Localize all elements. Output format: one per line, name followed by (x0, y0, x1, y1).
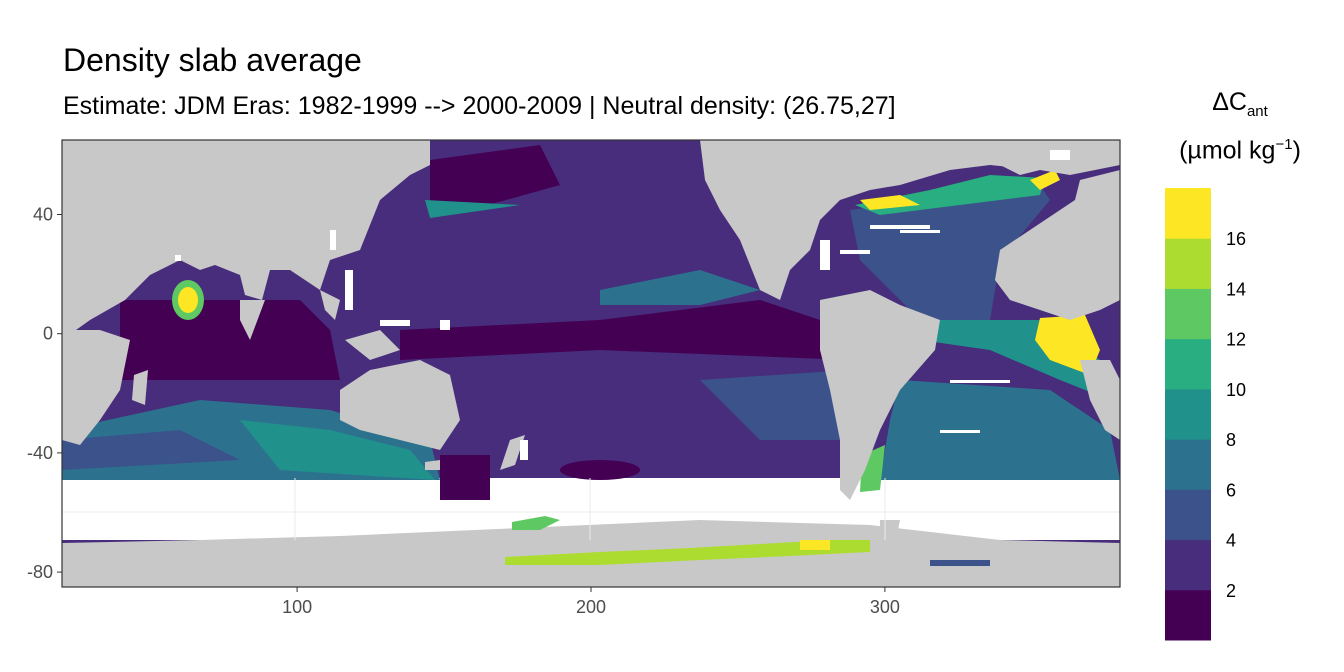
legend-unit-suffix: ) (1292, 136, 1301, 165)
legend-tick-label: 2 (1226, 581, 1236, 601)
east-pacific-mid (600, 270, 760, 305)
south-indian-high (240, 420, 435, 480)
map-panel (62, 140, 1120, 587)
legend-title-sub: ant (1246, 103, 1268, 120)
tasman-low (440, 455, 490, 500)
legend-colorbar: 2 4 6 8 10 12 14 16 (1165, 188, 1246, 641)
legend-swatch (1165, 439, 1211, 490)
y-tick-label: 40 (33, 205, 53, 225)
legend-tick-label: 10 (1226, 380, 1246, 400)
x-tick-label: 100 (282, 597, 312, 617)
legend-tick-label: 6 (1226, 480, 1236, 500)
chart-subtitle: Estimate: JDM Eras: 1982-1999 --> 2000-2… (63, 92, 896, 120)
legend-unit: (µmol kg−1) (1140, 136, 1340, 165)
y-tick-label: -80 (27, 562, 53, 582)
kuroshio-high (425, 200, 520, 218)
panel-gridlines (62, 478, 1120, 540)
legend-unit-sup: −1 (1275, 136, 1293, 153)
antarctic-shelf-high (505, 540, 870, 565)
legend-title-main: ΔC (1212, 88, 1247, 116)
chart-title: Density slab average (63, 42, 362, 78)
indian-tropical-low (120, 300, 340, 380)
legend-tick-label: 4 (1226, 531, 1236, 551)
legend-swatch (1165, 188, 1211, 239)
legend-swatch (1165, 238, 1211, 289)
legend-swatch (1165, 589, 1211, 641)
legend-unit-prefix: (µmol kg (1179, 136, 1276, 165)
gulf-stream-high (860, 195, 920, 210)
north-atlantic-mid (850, 185, 1050, 330)
x-tick-label: 300 (870, 597, 900, 617)
weddell-high (800, 540, 830, 550)
okhotsk-low (430, 145, 560, 210)
legend-tick-label: 8 (1226, 430, 1236, 450)
weddell-low (930, 560, 990, 566)
south-atlantic-mid (880, 380, 1120, 480)
south-indian-mid2 (62, 430, 240, 470)
legend-title: ΔCant (1140, 88, 1340, 120)
legend-swatch (1165, 338, 1211, 390)
arabian-sea-hotspot (178, 287, 198, 313)
legend-swatch (1165, 539, 1211, 591)
y-tick-label: 0 (43, 324, 53, 344)
southeast-pacific-mid (700, 370, 860, 440)
legend-swatch (1165, 288, 1211, 340)
x-tick-label: 200 (576, 597, 606, 617)
south-pacific-low (560, 460, 640, 480)
nordic-high (1030, 170, 1060, 190)
y-tick-label: -40 (27, 443, 53, 463)
legend-tick-label: 12 (1226, 330, 1246, 350)
legend-swatch (1165, 388, 1211, 440)
no-data-speckles (175, 150, 1070, 460)
legend-tick-label: 14 (1226, 279, 1246, 299)
continents (62, 140, 1120, 545)
legend-swatch (1165, 489, 1211, 541)
tropical-pacific-low (400, 300, 850, 360)
legend-tick-label: 16 (1226, 229, 1246, 249)
ross-shelf-high (512, 516, 560, 530)
